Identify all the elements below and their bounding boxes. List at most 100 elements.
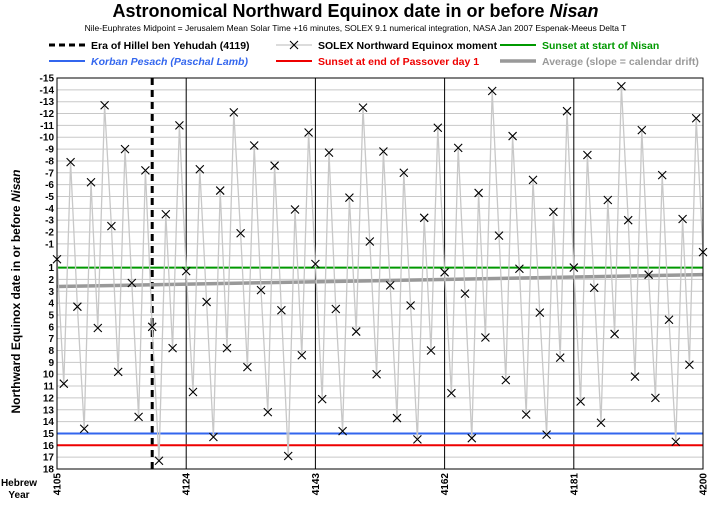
equinox-point: [73, 302, 82, 312]
equinox-point: [365, 237, 375, 246]
equinox-point: [372, 369, 381, 379]
equinox-point: [460, 289, 470, 299]
equinox-point: [521, 410, 531, 419]
x-tick-label: 4162: [440, 473, 451, 496]
equinox-point: [358, 103, 368, 113]
equinox-point: [657, 170, 667, 180]
legend-label: SOLEX Northward Equinox moment: [318, 40, 498, 52]
x-tick-label: 4124: [182, 473, 193, 496]
equinox-point: [528, 175, 538, 185]
y-tick-label: -13: [40, 97, 55, 108]
y-tick-label: -3: [45, 216, 54, 227]
y-axis-label: Northward Equinox date in or before Nisa…: [9, 169, 23, 413]
equinox-point: [562, 106, 572, 116]
chart-title: Astronomical Northward Equinox date in o…: [0, 1, 711, 22]
y-tick-label: 9: [48, 358, 54, 369]
equinox-point: [66, 157, 75, 167]
y-tick-label: 3: [48, 287, 54, 298]
y-tick-label: 7: [48, 334, 54, 345]
y-tick-label: -7: [45, 168, 54, 179]
y-tick-label: 18: [43, 465, 55, 476]
equinox-point: [589, 283, 599, 293]
equinox-point: [283, 451, 293, 461]
equinox-point: [107, 221, 116, 231]
equinox-point: [270, 161, 279, 171]
legend-label: Sunset at start of Nisan: [542, 40, 659, 52]
chart-title-main: Astronomical Northward Equinox date in o…: [112, 1, 550, 21]
equinox-point: [100, 100, 109, 110]
equinox-point: [576, 397, 585, 406]
equinox-point: [249, 141, 259, 150]
equinox-point: [392, 413, 402, 423]
equinox-point: [304, 128, 313, 137]
equinox-point: [474, 188, 483, 198]
equinox-point: [651, 393, 660, 403]
x-tick-label: 4143: [311, 473, 322, 496]
y-tick-label: 10: [43, 370, 55, 381]
y-tick-label: 14: [43, 417, 55, 428]
equinox-point: [610, 329, 619, 339]
y-tick-label: 12: [43, 393, 55, 404]
equinox-point: [399, 168, 409, 178]
equinox-point: [236, 228, 245, 238]
x-tick-label: 4200: [699, 473, 710, 496]
equinox-point: [188, 387, 198, 397]
equinox-point: [59, 379, 69, 389]
y-tick-label: -10: [40, 133, 55, 144]
equinox-point: [637, 125, 647, 135]
equinox-point: [596, 418, 606, 428]
y-tick-label: -11: [40, 121, 54, 132]
equinox-point: [447, 388, 456, 398]
y-tick-label: 1: [48, 263, 54, 274]
equinox-point: [134, 412, 143, 422]
plot-frame: [56, 77, 704, 470]
legend-label: Sunset at end of Passover day 1: [318, 56, 479, 68]
y-tick-label: 15: [43, 429, 55, 440]
equinox-point: [426, 346, 436, 355]
equinox-point: [290, 205, 300, 214]
equinox-point: [202, 297, 211, 307]
equinox-point: [256, 285, 266, 295]
y-tick-label: -4: [45, 204, 54, 215]
y-tick-label: -15: [40, 74, 55, 85]
y-tick-label: 8: [48, 346, 54, 357]
y-tick-label: -14: [40, 85, 55, 96]
legend-label: Korban Pesach (Paschal Lamb): [91, 56, 248, 68]
equinox-point: [678, 214, 687, 224]
y-axis-label-main: Northward Equinox date in or before: [9, 202, 23, 413]
equinox-point: [691, 113, 701, 123]
equinox-point: [453, 143, 463, 153]
equinox-point: [569, 263, 579, 272]
equinox-point: [331, 304, 341, 314]
y-axis-label-italic: Nisan: [9, 169, 23, 202]
equinox-point: [297, 350, 307, 360]
equinox-point: [481, 333, 490, 342]
y-tick-label: 17: [43, 453, 55, 464]
equinox-point: [494, 231, 504, 240]
equinox-point: [147, 322, 157, 332]
equinox-point: [263, 407, 273, 417]
x-axis-label: Year: [8, 490, 29, 501]
equinox-point: [154, 456, 164, 466]
equinox-point: [623, 215, 633, 225]
equinox-point: [127, 278, 137, 288]
equinox-point: [617, 81, 626, 91]
equinox-point: [379, 147, 388, 156]
equinox-point: [501, 375, 511, 385]
equinox-point: [79, 424, 89, 434]
y-tick-label: -5: [45, 192, 54, 203]
equinox-point: [120, 144, 130, 154]
legend-key-marker: [289, 40, 299, 50]
equinox-point: [413, 434, 422, 444]
equinox-point: [385, 280, 395, 290]
equinox-point: [664, 315, 674, 325]
equinox-point: [243, 362, 252, 372]
equinox-point: [433, 123, 443, 133]
equinox-point: [351, 327, 361, 336]
equinox-point: [345, 193, 354, 203]
legend-label: Era of Hillel ben Yehudah (4119): [91, 40, 250, 52]
equinox-point: [549, 207, 558, 217]
y-tick-label: -12: [40, 109, 55, 120]
x-tick-label: 4181: [569, 473, 580, 496]
equinox-series-line: [56, 86, 704, 461]
